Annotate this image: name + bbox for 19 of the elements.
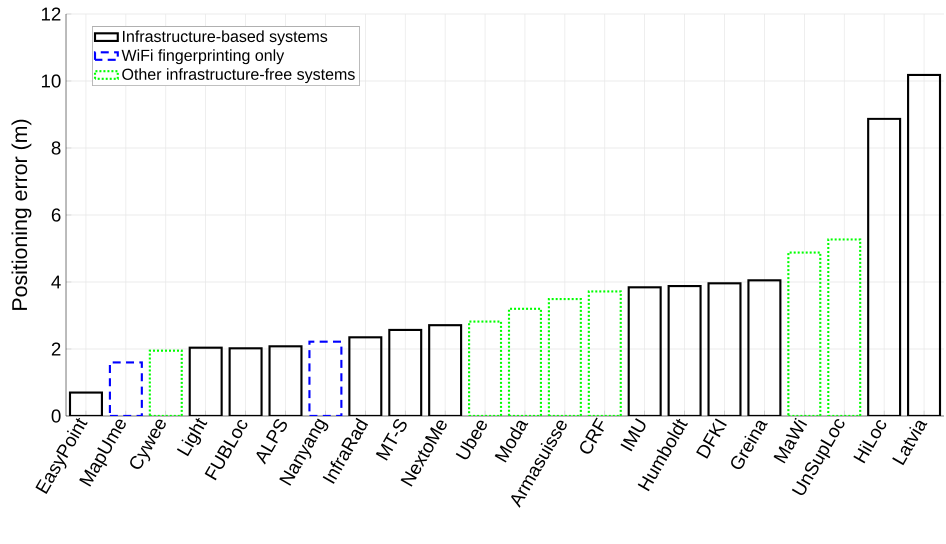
y-axis-title: Positioning error (m) bbox=[11, 120, 32, 310]
bar bbox=[588, 290, 622, 416]
y-tick-label: 6 bbox=[52, 208, 60, 222]
legend-label: Infrastructure-based systems bbox=[122, 30, 328, 46]
bar bbox=[508, 308, 542, 416]
bar bbox=[308, 340, 342, 416]
y-tick-label: 4 bbox=[51, 276, 61, 288]
bar bbox=[827, 238, 862, 416]
y-tick-label: 10 bbox=[42, 74, 61, 88]
y-tick-label: 12 bbox=[42, 7, 60, 21]
bar bbox=[148, 350, 183, 416]
y-tick-label: 2 bbox=[52, 342, 60, 356]
legend-label: Other infrastructure-free systems bbox=[122, 68, 355, 84]
legend-label: WiFi fingerprinting only bbox=[122, 49, 284, 64]
bar bbox=[468, 320, 502, 416]
bar bbox=[108, 361, 143, 416]
bar bbox=[548, 298, 582, 416]
bar bbox=[787, 251, 822, 416]
y-tick-label: 8 bbox=[52, 141, 60, 155]
